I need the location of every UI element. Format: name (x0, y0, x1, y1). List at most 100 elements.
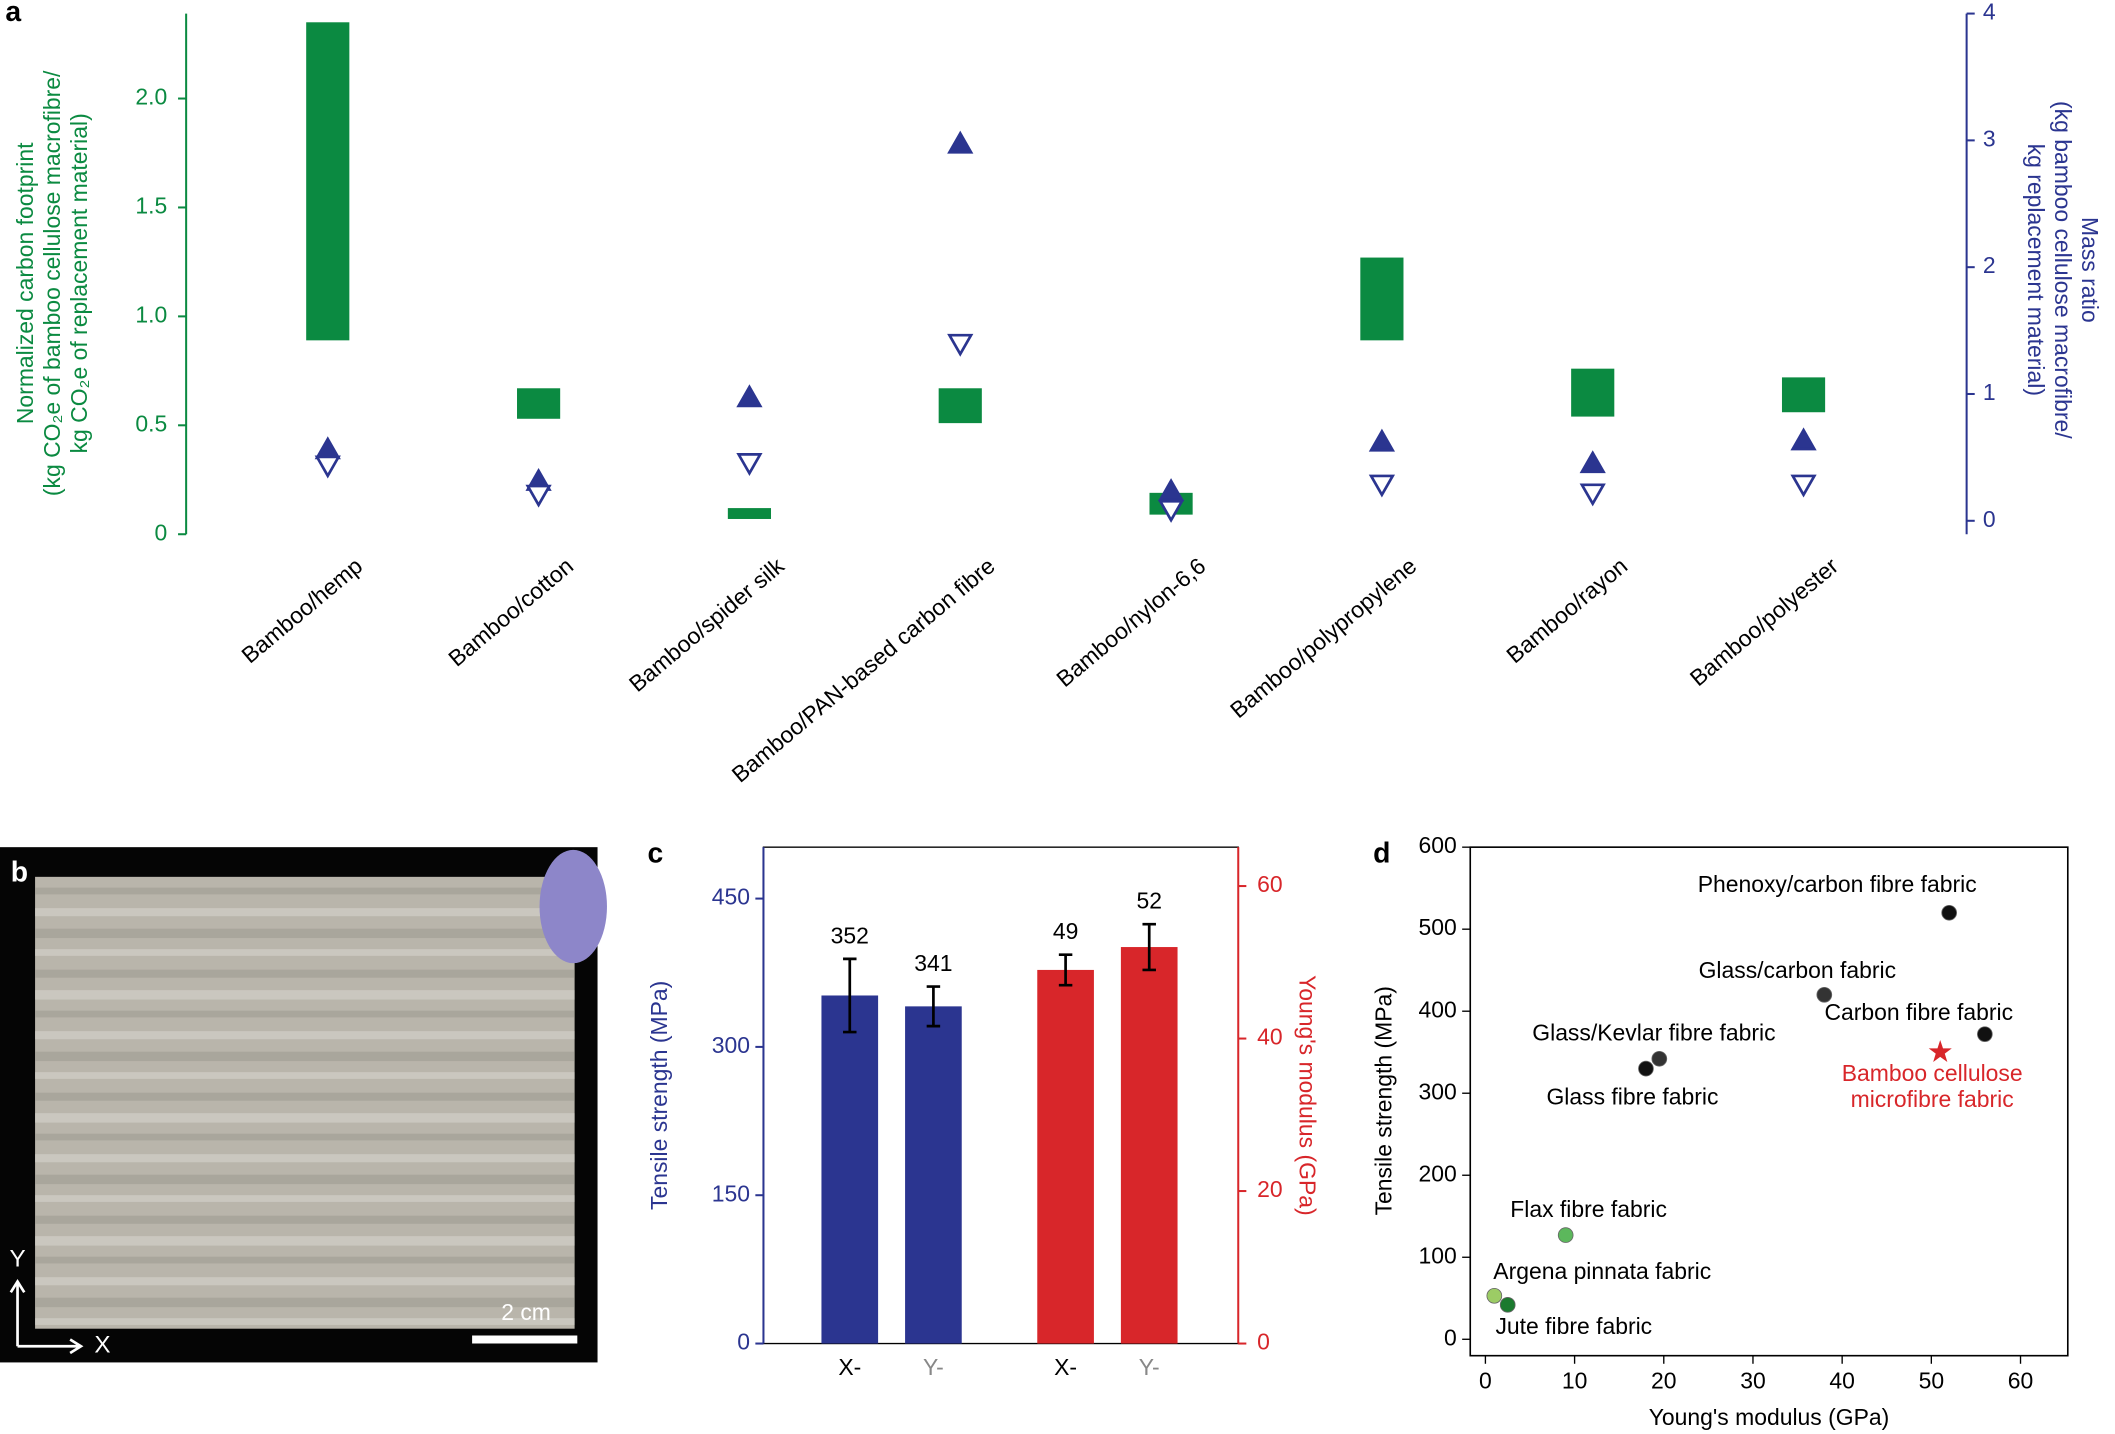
y2-tick-label: 3 (1983, 125, 1996, 151)
y-tick-label: 300 (712, 1032, 750, 1058)
panel-label: b (11, 857, 28, 889)
x-tick-label: Bamboo/cotton (443, 552, 578, 671)
point-label: Glass/carbon fabric (1699, 957, 1896, 983)
x-tick-label: Bamboo/hemp (236, 552, 367, 668)
stripe (35, 1051, 575, 1062)
stripe (35, 990, 575, 1000)
y2-tick-label: 0 (1257, 1329, 1270, 1355)
range-bar (306, 22, 350, 341)
y-tick-label: 1.0 (135, 301, 167, 327)
bar (905, 1006, 962, 1344)
x-tick-label: X- (1054, 1354, 1077, 1380)
stripe (35, 1154, 575, 1163)
y-axis-label: kg CO₂e of replacement material) (66, 113, 92, 453)
stripe (35, 1256, 575, 1264)
stripe (35, 928, 575, 939)
point (1499, 1297, 1516, 1313)
stripe (35, 1072, 575, 1079)
fabric-texture (35, 887, 575, 1325)
y-tick-label: 300 (1419, 1078, 1457, 1104)
bar (821, 995, 879, 1344)
y-tick-label: 0 (155, 519, 168, 545)
x-tick-label: Y- (1139, 1354, 1160, 1380)
point-label: Flax fibre fabric (1510, 1196, 1667, 1222)
triangle-marker (314, 436, 341, 460)
y-axis-label: Tensile strength (MPa) (1370, 986, 1396, 1215)
range-bar (1360, 257, 1404, 341)
triangle-marker (1157, 478, 1185, 502)
range-bar (938, 388, 982, 424)
x-tick-label: Bamboo/nylon-6,6 (1051, 552, 1210, 692)
y2-axis-label: Young's modulus (GPa) (1295, 975, 1321, 1216)
range-bar (517, 388, 561, 419)
glove (539, 849, 607, 964)
point-label: Glass fibre fabric (1546, 1083, 1718, 1109)
panel-label: d (1373, 838, 1390, 870)
x-tick-label: 60 (2008, 1368, 2033, 1394)
scale-label: 2 cm (501, 1299, 551, 1325)
y-axis-label: (kg CO₂e of bamboo cellulose macrofibre/ (39, 70, 65, 496)
stripe (35, 1113, 575, 1123)
range-bar (1571, 368, 1615, 417)
value-label: 352 (831, 922, 869, 948)
y-tick-label: 100 (1419, 1242, 1457, 1268)
triangle-marker (1368, 474, 1396, 498)
point (1941, 904, 1957, 921)
axis-x-label: X (94, 1332, 110, 1359)
triangle-marker (947, 130, 974, 154)
triangle-marker (314, 455, 341, 479)
stripe (35, 1236, 575, 1246)
stripe (35, 1031, 575, 1040)
stripe (35, 1092, 575, 1101)
x-tick-label: X- (838, 1354, 861, 1380)
y-tick-label: 500 (1419, 914, 1457, 940)
triangle-marker (525, 484, 552, 508)
point-label: Glass/Kevlar fibre fabric (1532, 1020, 1775, 1046)
stripe (35, 969, 575, 978)
triangle-marker (1790, 474, 1817, 498)
x-tick-label: 50 (1919, 1368, 1945, 1394)
y2-axis-label: kg replacement material) (2023, 144, 2049, 396)
point (1651, 1050, 1668, 1067)
x-tick-label: 10 (1562, 1368, 1587, 1394)
stripe (35, 1010, 575, 1018)
stripe (35, 908, 575, 917)
x-tick-label: 30 (1740, 1368, 1765, 1394)
x-tick-label: Y- (923, 1354, 944, 1380)
stripe (35, 1215, 575, 1224)
y2-axis-label: (kg bamboo cellulose macrofibre/ (2050, 101, 2076, 439)
x-axis-label: Young's modulus (GPa) (1649, 1404, 1890, 1430)
y-tick-label: 0 (737, 1329, 750, 1355)
y2-tick-label: 0 (1983, 506, 1996, 532)
range-bar (727, 508, 772, 519)
triangle-marker (1368, 428, 1396, 452)
point (1486, 1287, 1503, 1304)
bar (1037, 969, 1094, 1344)
stripe (35, 1318, 575, 1325)
point (1816, 986, 1833, 1003)
y-axis-label: Normalized carbon footprint (12, 142, 38, 424)
y2-axis-label: Mass ratio (2077, 217, 2103, 323)
stripe (35, 1297, 575, 1308)
bar (1120, 947, 1178, 1344)
triangle-marker (736, 384, 763, 408)
value-label: 341 (914, 950, 952, 976)
triangle-marker (1579, 483, 1606, 507)
x-tick-label: Bamboo/rayon (1501, 552, 1632, 668)
x-tick-label: 40 (1829, 1368, 1854, 1394)
y2-tick-label: 40 (1257, 1024, 1283, 1050)
panel-label: c (647, 838, 663, 870)
y-tick-label: 0 (1444, 1324, 1457, 1350)
point-label: Bamboo cellulose (1842, 1060, 2023, 1086)
stripe (35, 949, 575, 956)
y-tick-label: 150 (712, 1180, 750, 1206)
y-tick-label: 1.5 (135, 193, 167, 219)
y2-tick-label: 20 (1257, 1176, 1283, 1202)
y2-tick-label: 60 (1257, 871, 1283, 897)
point-label: Jute fibre fabric (1495, 1313, 1652, 1339)
y2-tick-label: 4 (1983, 0, 1996, 25)
y-tick-label: 400 (1419, 996, 1457, 1022)
y-tick-label: 0.5 (135, 410, 167, 436)
point (1977, 1026, 1993, 1042)
